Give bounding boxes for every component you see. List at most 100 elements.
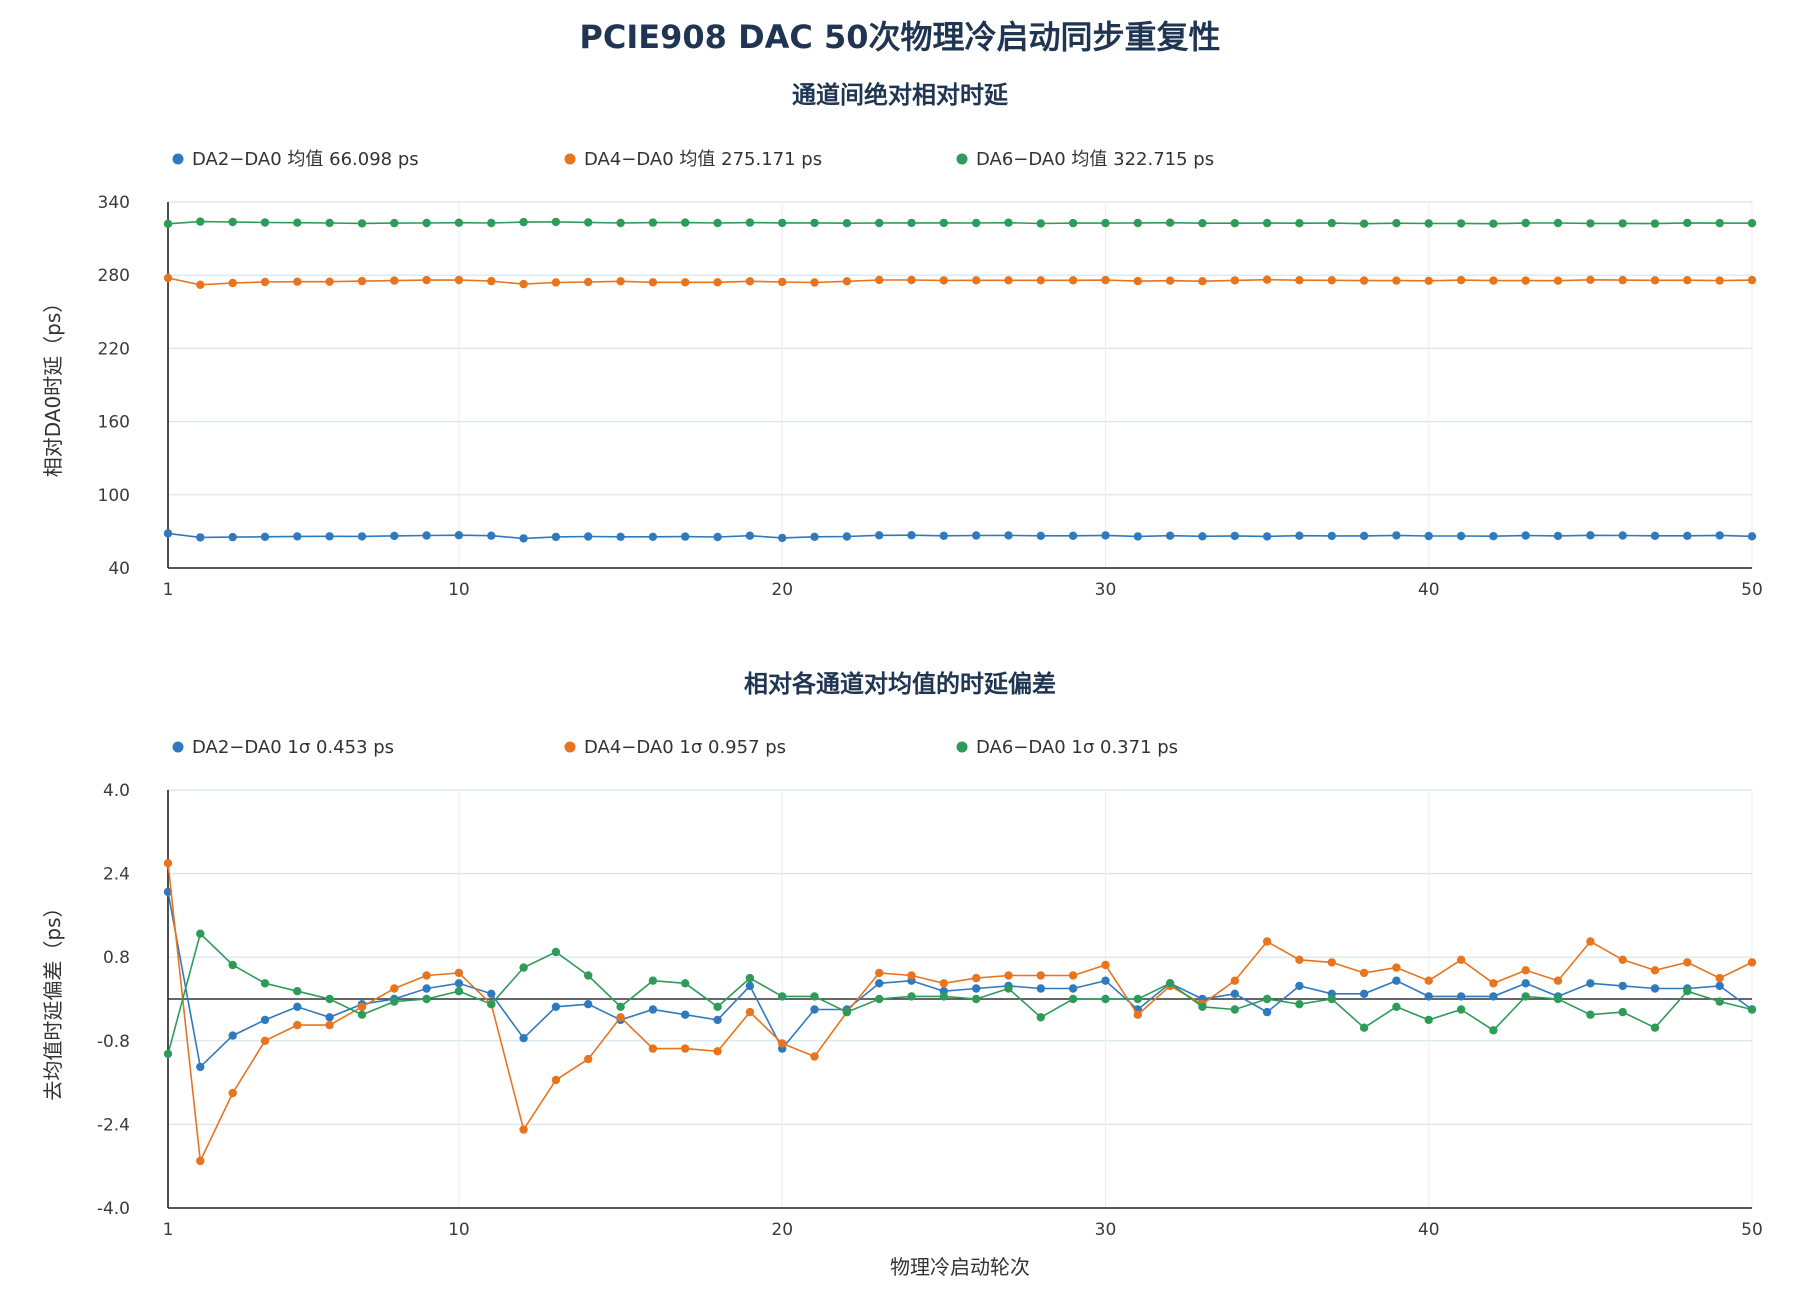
x-tick-label: 20 [771,1220,793,1240]
y-tick-label: 100 [98,486,130,506]
data-point [390,276,399,285]
data-point [1295,531,1304,540]
data-point [810,218,819,228]
data-point [1068,218,1078,228]
data-point [648,1005,658,1014]
data-point [1456,992,1466,1001]
data-point [681,218,690,227]
data-point [1101,218,1110,228]
data-point [1262,275,1272,284]
data-point [228,278,237,288]
data-point [1068,971,1078,980]
data-point [1392,1002,1401,1011]
data-point [1747,1005,1757,1014]
series-group [163,929,1757,1059]
series-line [167,532,1753,540]
data-point [1004,971,1013,980]
data-point [293,218,302,227]
data-point [1133,532,1143,541]
data-point [584,1000,593,1009]
data-point [163,1049,173,1059]
data-point [325,1013,334,1022]
data-point [422,275,431,285]
legend-marker [564,741,576,753]
data-point [1521,979,1530,988]
data-point [196,533,205,542]
data-point [778,277,787,287]
data-point [810,278,819,287]
data-point [1586,979,1595,988]
data-point [1359,276,1369,285]
data-point [1456,275,1466,285]
data-point [939,979,948,988]
x-tick-label: 30 [1095,580,1117,600]
data-point [1618,1007,1627,1017]
y-tick-label: 40 [108,559,130,579]
data-point [1521,966,1530,975]
data-point [648,218,658,227]
data-point [1295,1000,1304,1009]
data-point [1586,275,1595,284]
data-point [907,531,916,540]
data-point [551,1075,561,1085]
data-point [810,992,819,1001]
data-point [875,979,884,988]
data-point [293,1020,302,1030]
data-point [1101,531,1110,540]
panel-title: 通道间绝对相对时延 [792,81,1009,109]
data-point [1489,532,1498,541]
data-point [1392,276,1401,285]
data-point [616,1002,625,1011]
data-point [293,1002,302,1011]
data-point [196,1156,205,1166]
data-point [325,277,334,286]
data-point [972,973,981,983]
data-point [1456,955,1466,964]
data-point [1133,1010,1143,1019]
data-point [1424,276,1433,285]
y-tick-label: 0.8 [103,948,130,968]
series-line [167,863,1753,1164]
data-point [357,532,367,541]
data-point [1101,275,1110,285]
data-point [1068,984,1078,993]
data-point [1456,219,1466,228]
legend-marker [956,153,968,165]
data-point [1230,989,1240,998]
data-point [972,276,981,285]
data-point [778,992,787,1001]
data-point [842,277,852,286]
data-point [972,218,981,228]
data-point [875,994,884,1004]
panel-deviation: 相对各通道对均值的时延偏差 -4.0 -2.4 -0.8 0.8 2.4 4.0 1 10 20 3… [41,670,1763,1279]
y-tick-label: 160 [98,413,130,433]
data-point [1327,958,1337,967]
data-point [1392,531,1401,540]
data-point [260,532,270,541]
data-point [681,1010,690,1019]
data-point [1392,963,1401,972]
data-point [1004,276,1013,285]
data-point [1262,1007,1272,1017]
data-point [1101,994,1110,1004]
data-point [1586,219,1595,228]
y-tick-label: 340 [98,193,130,213]
data-point [1036,219,1046,228]
data-point [939,992,948,1001]
x-tick-label: 10 [448,580,470,600]
data-point [196,929,205,938]
data-point [519,534,528,543]
data-point [1230,1005,1240,1014]
data-point [1456,1005,1466,1014]
data-point [551,278,561,287]
data-point [778,218,787,228]
data-point [1198,1002,1207,1011]
series-group [163,273,1757,289]
data-point [325,532,334,541]
data-point [1198,532,1207,541]
data-point [1650,966,1660,975]
data-point [1295,219,1304,228]
data-point [196,217,205,226]
